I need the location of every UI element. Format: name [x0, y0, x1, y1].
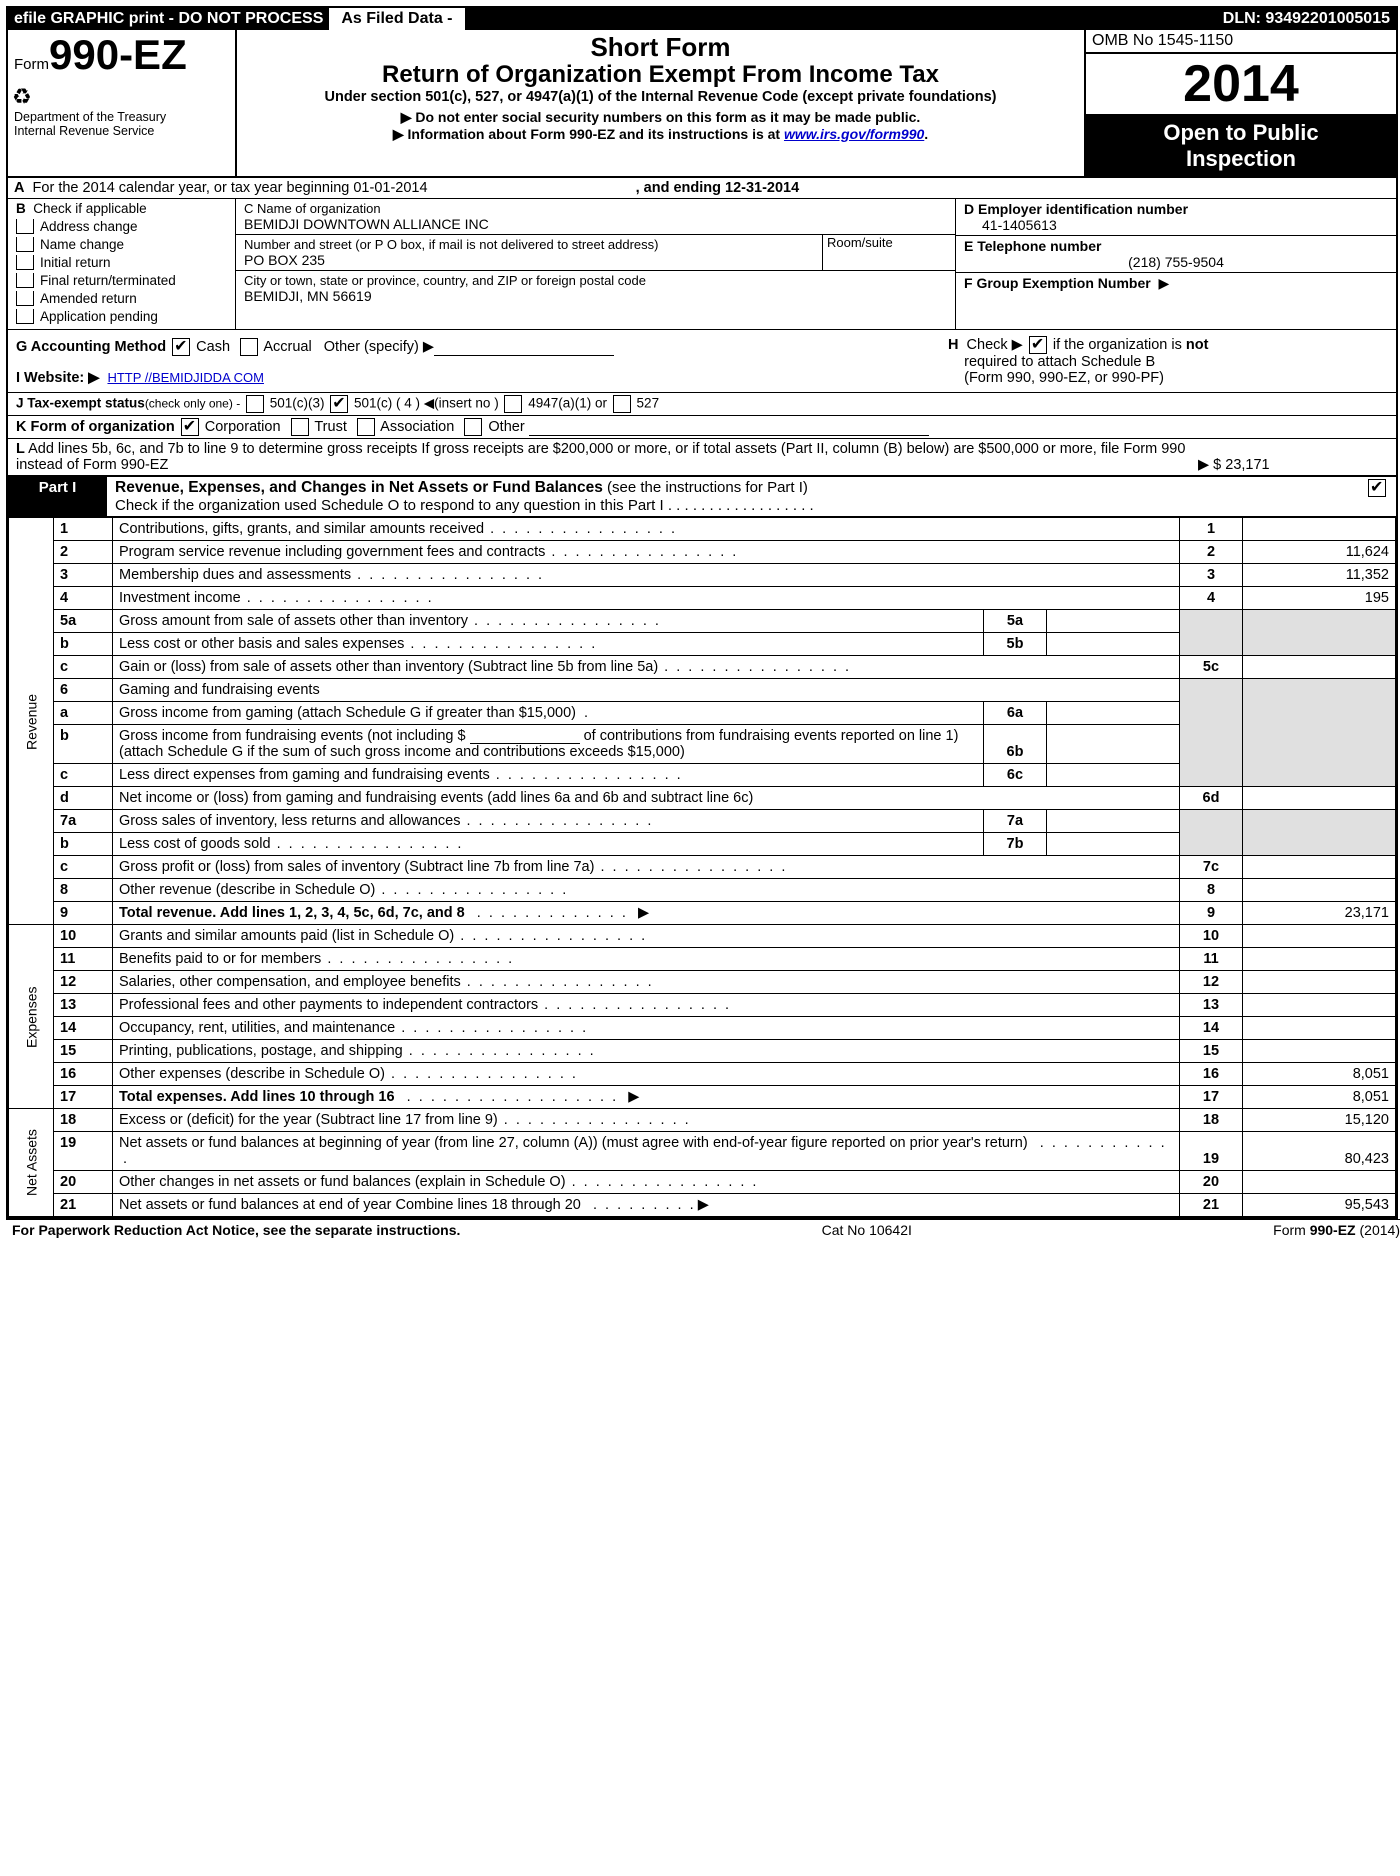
ein-label: D Employer identification number	[964, 201, 1188, 217]
chk-4947[interactable]	[504, 395, 522, 413]
part-1-tab: Part I	[8, 477, 107, 516]
website-label: I Website: ▶	[16, 370, 99, 386]
amt-4: 195	[1243, 587, 1396, 610]
phone-val: (218) 755-9504	[964, 254, 1388, 270]
paperwork-notice: For Paperwork Reduction Act Notice, see …	[12, 1222, 460, 1238]
dept-treasury: Department of the Treasury	[14, 110, 229, 124]
phone-label: E Telephone number	[964, 238, 1101, 254]
form-prefix: Form	[14, 56, 49, 73]
open-to-public: Open to Public Inspection	[1086, 116, 1396, 176]
form-990ez-page: efile GRAPHIC print - DO NOT PROCESS As …	[6, 6, 1398, 1219]
chk-address-change[interactable]	[16, 219, 34, 234]
omb-number: OMB No 1545-1150	[1086, 30, 1396, 54]
city-val: BEMIDJI, MN 56619	[244, 288, 947, 304]
street-val: PO BOX 235	[244, 252, 325, 268]
chk-final-return[interactable]	[16, 273, 34, 288]
col-d-e-f: D Employer identification number 41-1405…	[955, 199, 1396, 329]
chk-application-pending[interactable]	[16, 309, 34, 324]
amt-3: 11,352	[1243, 564, 1396, 587]
as-filed-label: As Filed Data -	[329, 8, 466, 30]
room-label: Room/suite	[827, 235, 893, 250]
chk-corporation[interactable]	[181, 418, 199, 436]
gross-receipts-amt: ▶ $ 23,171	[1198, 457, 1388, 473]
chk-name-change[interactable]	[16, 237, 34, 252]
irs-link[interactable]: www.irs.gov/form990	[784, 126, 924, 142]
row-g-accounting: G Accounting Method Cash Accrual Other (…	[8, 330, 940, 392]
efile-notice: efile GRAPHIC print - DO NOT PROCESS	[8, 8, 329, 30]
form-header: Form990-EZ ♻ Department of the Treasury …	[8, 30, 1396, 178]
header-title-block: Short Form Return of Organization Exempt…	[237, 30, 1084, 176]
page-footer: For Paperwork Reduction Act Notice, see …	[6, 1219, 1400, 1240]
chk-not-required-sch-b[interactable]	[1029, 336, 1047, 354]
top-bar: efile GRAPHIC print - DO NOT PROCESS As …	[8, 8, 1396, 30]
title-short-form: Short Form	[243, 32, 1078, 63]
chk-trust[interactable]	[291, 418, 309, 436]
dept-irs: Internal Revenue Service	[14, 124, 229, 138]
row-g-h: G Accounting Method Cash Accrual Other (…	[8, 330, 1396, 393]
row-a-tax-year: A For the 2014 calendar year, or tax yea…	[8, 178, 1396, 199]
website-link[interactable]: HTTP //BEMIDJIDDA COM	[107, 370, 264, 385]
row-h-schedule-b: H Check ▶ if the organization is not req…	[940, 330, 1396, 392]
dln: DLN: 93492201005015	[1217, 8, 1396, 30]
title-main: Return of Organization Exempt From Incom…	[243, 61, 1078, 89]
group-exempt-label: F Group Exemption Number	[964, 275, 1151, 291]
col-c-org-info: C Name of organization BEMIDJI DOWNTOWN …	[236, 199, 955, 329]
sidelabel-revenue: Revenue	[9, 518, 54, 925]
amt-18: 15,120	[1243, 1109, 1396, 1132]
chk-501c[interactable]	[330, 395, 348, 413]
amt-5c	[1243, 656, 1396, 679]
form-id-footer: Form 990-EZ (2014)	[1273, 1222, 1400, 1238]
chk-other-org[interactable]	[464, 418, 482, 436]
amt-8	[1243, 879, 1396, 902]
tax-year: 2014	[1086, 54, 1396, 116]
row-l-gross-receipts: L Add lines 5b, 6c, and 7b to line 9 to …	[8, 439, 1396, 475]
amt-2: 11,624	[1243, 541, 1396, 564]
row-k-org-form: K Form of organization Corporation Trust…	[8, 416, 1396, 439]
chk-accrual[interactable]	[240, 338, 258, 356]
header-left: Form990-EZ ♻ Department of the Treasury …	[8, 30, 237, 176]
amt-9-total-revenue: 23,171	[1243, 902, 1396, 925]
ssn-note: ▶ Do not enter social security numbers o…	[243, 109, 1078, 126]
recycle-icon: ♻	[12, 84, 32, 110]
amt-1	[1243, 518, 1396, 541]
city-label: City or town, state or province, country…	[244, 273, 947, 288]
amt-19: 80,423	[1243, 1132, 1396, 1171]
chk-527[interactable]	[613, 395, 631, 413]
chk-association[interactable]	[357, 418, 375, 436]
amt-6d	[1243, 787, 1396, 810]
sidelabel-net-assets: Net Assets	[9, 1109, 54, 1217]
org-name: BEMIDJI DOWNTOWN ALLIANCE INC	[244, 216, 947, 232]
chk-initial-return[interactable]	[16, 255, 34, 270]
cat-no: Cat No 10642I	[822, 1222, 912, 1238]
col-b-checkboxes: B Check if applicable Address change Nam…	[8, 199, 236, 329]
amt-16: 8,051	[1243, 1063, 1396, 1086]
org-name-label: C Name of organization	[244, 201, 947, 216]
info-note: ▶ Information about Form 990-EZ and its …	[243, 126, 1078, 143]
amt-7c	[1243, 856, 1396, 879]
chk-cash[interactable]	[172, 338, 190, 356]
chk-schedule-o-used[interactable]	[1368, 479, 1386, 497]
part-1-table: Revenue 1 Contributions, gifts, grants, …	[8, 517, 1396, 1217]
header-right: OMB No 1545-1150 2014 Open to Public Ins…	[1084, 30, 1396, 176]
sidelabel-expenses: Expenses	[9, 925, 54, 1109]
form-number: 990-EZ	[49, 31, 187, 78]
part-1-header: Part I Revenue, Expenses, and Changes in…	[8, 475, 1396, 517]
title-sub: Under section 501(c), 527, or 4947(a)(1)…	[243, 89, 1078, 105]
amt-21: 95,543	[1243, 1194, 1396, 1217]
chk-501c3[interactable]	[246, 395, 264, 413]
amt-17-total-expenses: 8,051	[1243, 1086, 1396, 1109]
ein-val: 41-1405613	[964, 217, 1057, 233]
chk-amended-return[interactable]	[16, 291, 34, 306]
street-label: Number and street (or P O box, if mail i…	[244, 237, 659, 252]
row-j-tax-status: J Tax-exempt status(check only one) - 50…	[8, 393, 1396, 416]
section-b-through-f: B Check if applicable Address change Nam…	[8, 199, 1396, 330]
